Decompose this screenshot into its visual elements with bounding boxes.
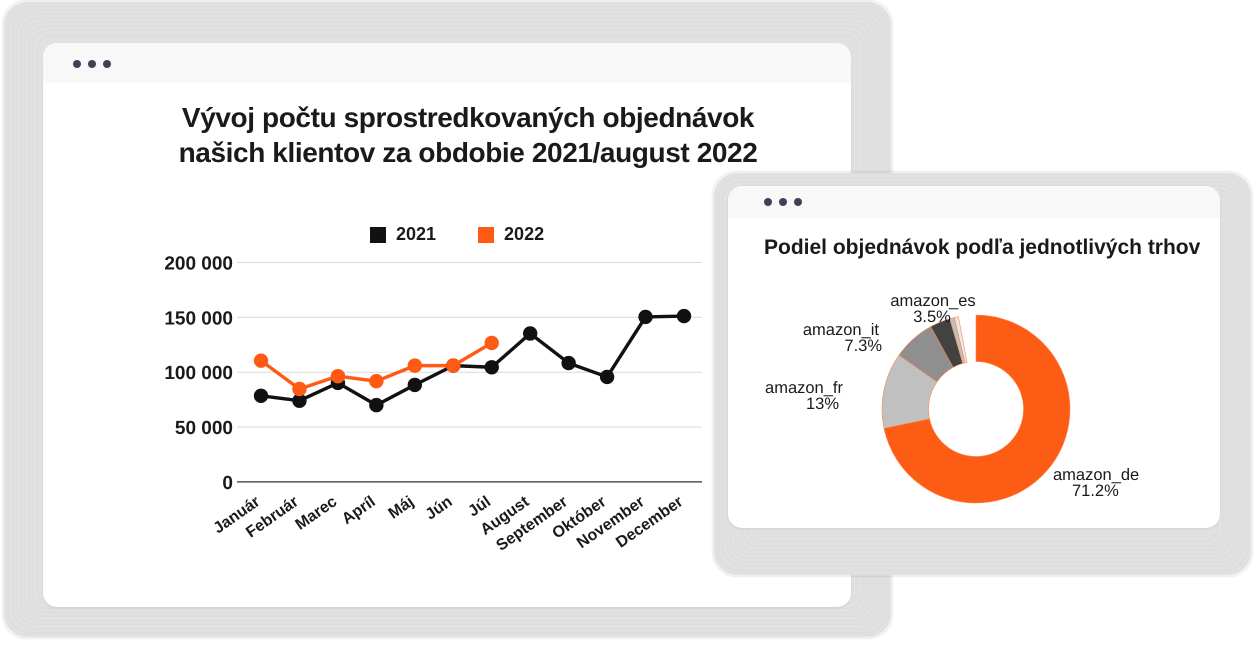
svg-text:0: 0: [222, 473, 233, 494]
svg-text:71.2%: 71.2%: [1072, 482, 1119, 500]
svg-text:Marec: Marec: [293, 493, 341, 534]
svg-text:13%: 13%: [806, 395, 839, 413]
svg-text:100 000: 100 000: [164, 363, 233, 384]
svg-text:200 000: 200 000: [164, 254, 233, 275]
svg-text:50 000: 50 000: [175, 418, 233, 439]
svg-text:Jún: Jún: [423, 493, 456, 523]
svg-text:7.3%: 7.3%: [844, 337, 882, 355]
svg-text:Apríl: Apríl: [339, 493, 379, 528]
svg-text:3.5%: 3.5%: [913, 308, 951, 326]
svg-text:Máj: Máj: [386, 493, 418, 522]
svg-text:150 000: 150 000: [164, 308, 233, 329]
